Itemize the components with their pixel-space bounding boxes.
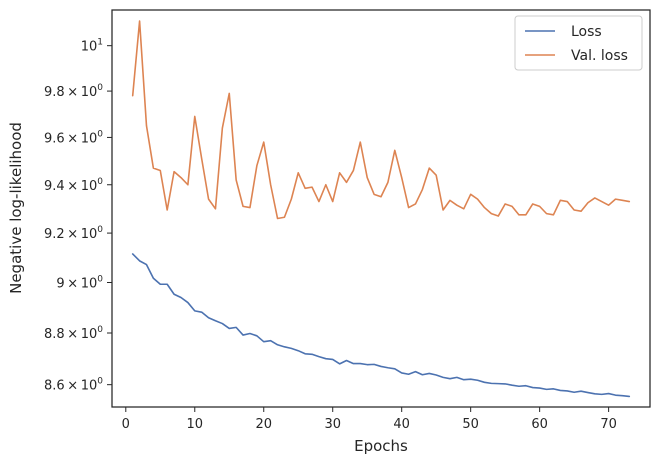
x-tick-label: 40 xyxy=(393,417,410,432)
x-tick-label: 30 xyxy=(324,417,341,432)
y-axis: 8.6 × 100 8.8 × 100 9 × 100 9.2 × 100 9.4 × … xyxy=(44,38,112,394)
y-axis-label: Negative log-likelihood xyxy=(7,122,25,294)
x-tick-label: 70 xyxy=(600,417,617,432)
series-line-loss xyxy=(131,253,631,398)
x-tick-label: 10 xyxy=(186,417,203,432)
x-tick-label: 0 xyxy=(122,417,130,432)
plot-area xyxy=(112,10,650,407)
y-tick-label: 101 xyxy=(81,38,103,55)
x-tick-label: 50 xyxy=(462,417,479,432)
y-tick-label: 8.6 × 100 xyxy=(44,377,103,394)
x-tick-label: 20 xyxy=(255,417,272,432)
y-tick-label: 9.4 × 100 xyxy=(44,177,103,194)
y-tick-label: 9 × 100 xyxy=(56,274,103,291)
y-tick-label: 9.2 × 100 xyxy=(44,225,103,242)
y-tick-label: 9.6 × 100 xyxy=(44,129,103,146)
series-line-val-loss xyxy=(131,20,631,220)
y-tick-label: 8.8 × 100 xyxy=(44,325,103,342)
legend-label-loss: Loss xyxy=(571,24,602,40)
x-axis-label: Epochs xyxy=(354,437,408,455)
legend-label-val-loss: Val. loss xyxy=(571,48,628,64)
x-tick-label: 60 xyxy=(531,417,548,432)
legend: Loss Val. loss xyxy=(514,15,643,71)
x-axis: 0 10 20 30 40 50 60 70 xyxy=(122,407,617,432)
plot-frame xyxy=(111,9,651,408)
legend-box xyxy=(514,15,643,71)
y-tick-label: 9.8 × 100 xyxy=(44,83,103,100)
series-layer xyxy=(131,20,631,398)
